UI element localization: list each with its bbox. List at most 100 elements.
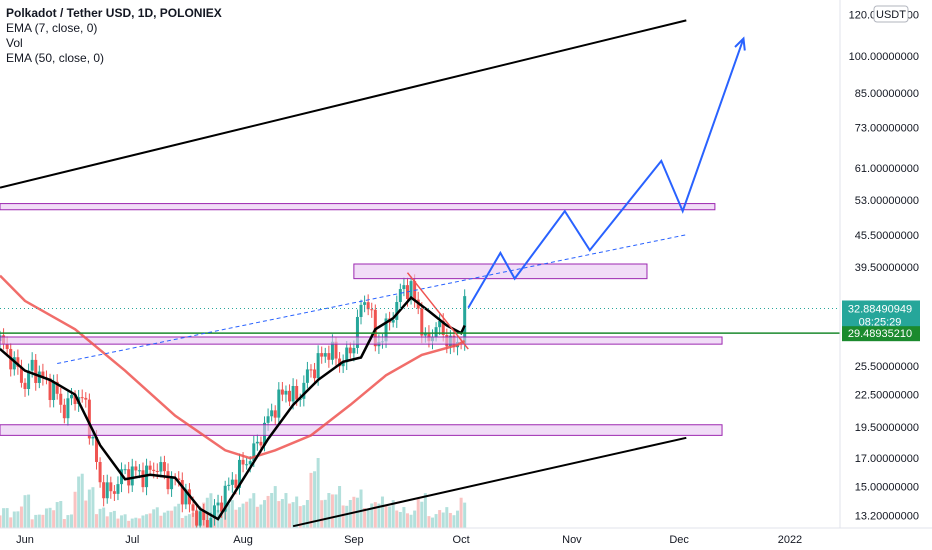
volume-bar bbox=[12, 511, 16, 528]
candle bbox=[391, 312, 395, 328]
volume-bar bbox=[459, 497, 463, 528]
volume-bar bbox=[327, 493, 331, 528]
dashed-trendline[interactable] bbox=[57, 234, 687, 365]
candle bbox=[302, 375, 306, 407]
volume-bar bbox=[55, 502, 59, 528]
indicator-ema7-label[interactable]: EMA (7, close, 0) bbox=[6, 21, 98, 35]
volume-bar bbox=[377, 503, 381, 528]
volume-bar bbox=[84, 500, 88, 528]
volume-bar bbox=[130, 518, 134, 528]
volume-bar bbox=[463, 502, 467, 528]
candle bbox=[23, 378, 27, 397]
time-tick-label: Oct bbox=[453, 534, 470, 546]
volume-bar bbox=[187, 514, 191, 528]
volume-bar bbox=[263, 500, 267, 528]
volume-bar bbox=[363, 507, 367, 528]
candle bbox=[438, 314, 442, 336]
currency-label: USDT bbox=[876, 9, 906, 21]
volume-bar bbox=[302, 505, 306, 528]
volume-bar bbox=[69, 514, 73, 528]
volume-bar bbox=[266, 495, 270, 528]
price-zone[interactable] bbox=[0, 336, 723, 345]
candle bbox=[288, 384, 292, 407]
volume-bar bbox=[155, 507, 159, 528]
volume-bar bbox=[227, 504, 231, 528]
chart-legend: Polkadot / Tether USD, 1D, POLONIEX EMA … bbox=[6, 6, 222, 66]
ema7-line bbox=[0, 295, 466, 521]
candle bbox=[395, 295, 399, 328]
volume-bar bbox=[87, 489, 91, 528]
candle bbox=[170, 471, 174, 497]
price-zone[interactable] bbox=[0, 203, 716, 211]
support-resistance-zones[interactable] bbox=[0, 203, 723, 436]
volume-bar bbox=[16, 511, 20, 528]
volume-bar bbox=[123, 514, 127, 528]
volume-bar bbox=[66, 515, 70, 528]
currency-button[interactable]: USDT bbox=[873, 5, 909, 23]
last-price-label: 32.88490949 08:25:29 bbox=[842, 300, 920, 331]
time-tick-label: 2022 bbox=[778, 534, 802, 546]
volume-bar bbox=[452, 515, 456, 528]
volume-bar bbox=[112, 510, 116, 528]
volume-bar bbox=[19, 506, 23, 528]
volume-bar bbox=[273, 486, 277, 528]
indicator-lines bbox=[0, 274, 466, 521]
candle bbox=[309, 364, 313, 378]
volume-bar bbox=[241, 503, 245, 528]
candle bbox=[145, 458, 149, 496]
indicator-ema50-label[interactable]: EMA (50, close, 0) bbox=[6, 51, 105, 65]
price-tick-label: 53.00000000 bbox=[855, 195, 919, 207]
symbol-title[interactable]: Polkadot / Tether USD, 1D, POLONIEX bbox=[6, 6, 222, 20]
time-tick-label: Jun bbox=[16, 534, 34, 546]
candle bbox=[59, 387, 63, 413]
projection-path[interactable] bbox=[467, 38, 745, 309]
volume-bar bbox=[391, 500, 395, 528]
volume-bar bbox=[5, 508, 9, 528]
candle bbox=[112, 485, 116, 501]
candle bbox=[105, 474, 109, 504]
lower-trendline[interactable] bbox=[292, 436, 687, 528]
volume-bar bbox=[137, 518, 141, 528]
volume-bar bbox=[409, 514, 413, 528]
volume-bar bbox=[305, 500, 309, 528]
candle bbox=[273, 405, 277, 426]
volume-bar bbox=[370, 503, 374, 528]
volume-bar bbox=[141, 515, 145, 528]
volume-bar bbox=[366, 508, 370, 528]
red-downtrend-line[interactable] bbox=[406, 272, 469, 350]
indicator-volume-label[interactable]: Vol bbox=[6, 36, 23, 50]
volume-bar bbox=[52, 510, 56, 528]
volume-bar bbox=[2, 508, 6, 528]
price-zone[interactable] bbox=[0, 424, 723, 436]
candle bbox=[123, 464, 127, 475]
volume-bar bbox=[270, 493, 274, 528]
candle bbox=[345, 341, 349, 371]
volume-bar bbox=[338, 486, 342, 528]
volume-bar bbox=[395, 510, 399, 528]
price-zone[interactable] bbox=[353, 263, 648, 280]
candle bbox=[16, 349, 20, 375]
trend-drawings[interactable] bbox=[0, 19, 840, 528]
candle bbox=[66, 390, 70, 426]
volume-bar bbox=[73, 491, 77, 528]
price-tick-label: 19.50000000 bbox=[855, 422, 919, 434]
upper-trendline[interactable] bbox=[0, 19, 687, 189]
time-tick-label: Nov bbox=[562, 534, 582, 546]
volume-bar bbox=[234, 509, 238, 528]
volume-bar bbox=[313, 471, 317, 528]
candle bbox=[80, 389, 84, 403]
candle bbox=[320, 346, 324, 364]
time-axis[interactable]: Jun Jul Aug Sep Oct Nov Dec 2022 bbox=[16, 534, 802, 546]
volume-bar bbox=[102, 507, 106, 528]
volume-bar bbox=[423, 493, 427, 528]
price-tick-label: 100.00000000 bbox=[849, 51, 919, 63]
volume-bar bbox=[320, 500, 324, 528]
candle bbox=[109, 476, 113, 499]
price-tick-label: 25.50000000 bbox=[855, 361, 919, 373]
candle bbox=[227, 477, 231, 491]
volume-bar bbox=[431, 517, 435, 528]
volume-bar bbox=[413, 510, 417, 528]
volume-bar bbox=[380, 496, 384, 528]
volume-bar bbox=[441, 512, 445, 528]
